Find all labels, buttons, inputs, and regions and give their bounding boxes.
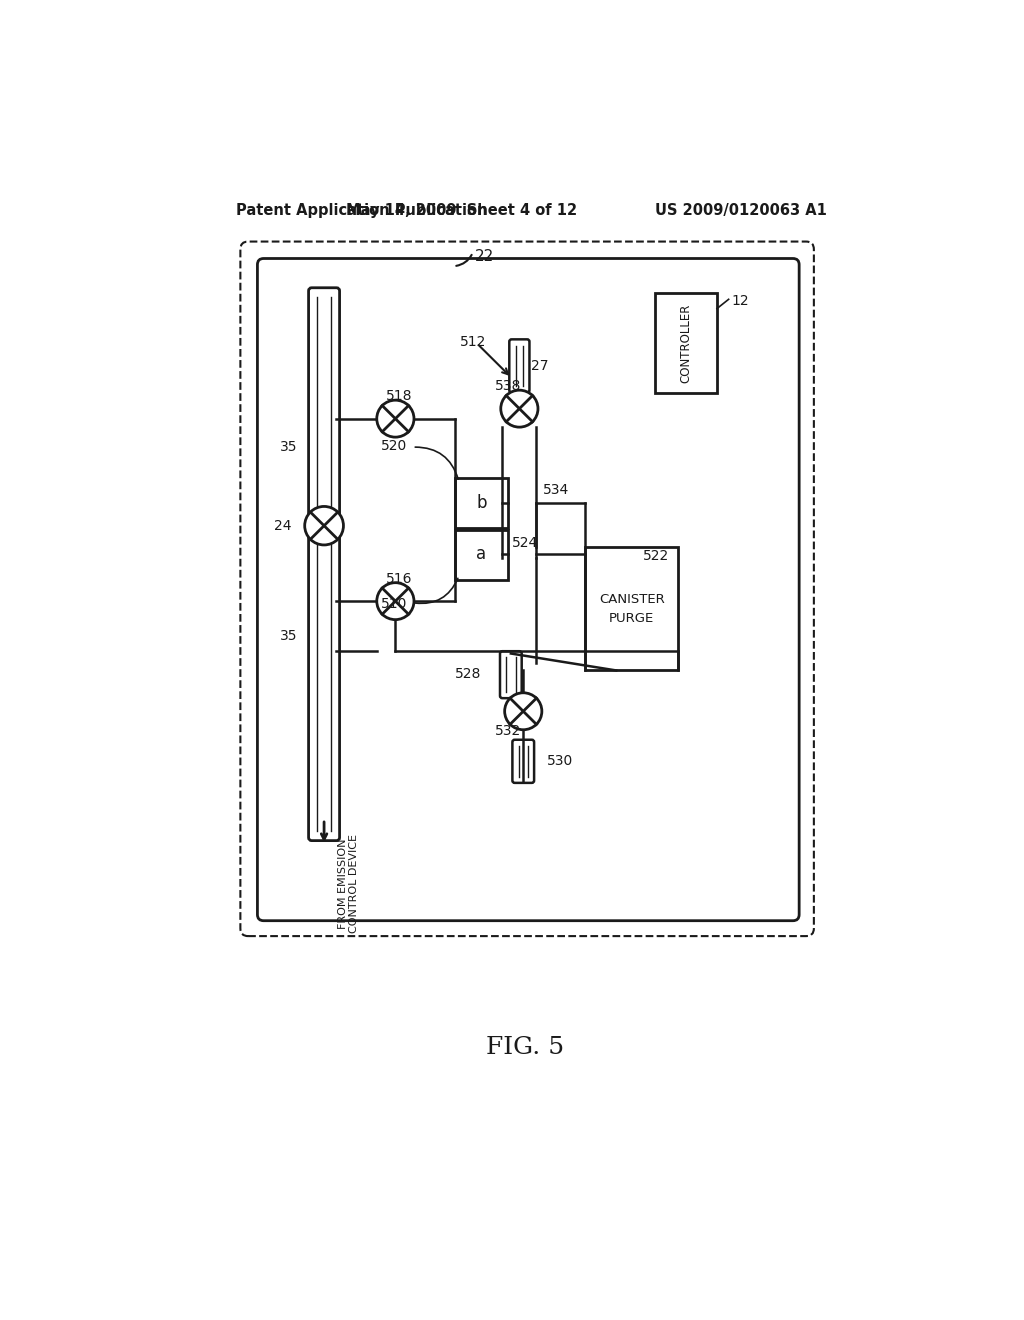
Bar [586, 548, 678, 671]
Text: 35: 35 [280, 440, 297, 454]
Text: 24: 24 [274, 519, 292, 533]
Text: a: a [476, 545, 486, 564]
Text: 512: 512 [460, 335, 486, 350]
Circle shape [505, 693, 542, 730]
Text: b: b [476, 494, 486, 512]
Circle shape [377, 400, 414, 437]
Text: 532: 532 [495, 725, 521, 738]
Text: US 2009/0120063 A1: US 2009/0120063 A1 [655, 203, 826, 218]
Text: 522: 522 [643, 549, 670, 564]
Bar [655, 293, 717, 393]
Bar [455, 529, 508, 579]
Text: 524: 524 [512, 536, 538, 549]
Text: 534: 534 [543, 483, 569, 496]
Text: 35: 35 [280, 628, 297, 643]
Bar [455, 478, 508, 528]
Text: 27: 27 [531, 359, 549, 372]
Text: CONTROLLER: CONTROLLER [680, 304, 692, 383]
Text: FIG. 5: FIG. 5 [485, 1036, 564, 1059]
FancyBboxPatch shape [500, 651, 521, 698]
Text: 528: 528 [455, 668, 481, 681]
Text: 12: 12 [731, 294, 749, 308]
Text: 520: 520 [381, 438, 407, 453]
Text: 518: 518 [386, 389, 413, 404]
Text: CONTROL DEVICE: CONTROL DEVICE [349, 834, 358, 933]
Text: PURGE: PURGE [609, 611, 654, 624]
Text: May 14, 2009  Sheet 4 of 12: May 14, 2009 Sheet 4 of 12 [346, 203, 577, 218]
Text: 22: 22 [475, 249, 495, 264]
Text: Patent Application Publication: Patent Application Publication [237, 203, 488, 218]
Circle shape [377, 582, 414, 619]
Circle shape [305, 507, 343, 545]
Text: 510: 510 [381, 597, 407, 611]
FancyBboxPatch shape [512, 739, 535, 783]
Text: 538: 538 [495, 379, 521, 393]
Text: 516: 516 [386, 572, 413, 586]
Text: 530: 530 [547, 754, 573, 768]
Text: CANISTER: CANISTER [599, 593, 665, 606]
FancyBboxPatch shape [308, 288, 340, 841]
Circle shape [501, 391, 538, 428]
Text: FROM EMISSION: FROM EMISSION [338, 838, 348, 929]
FancyBboxPatch shape [509, 339, 529, 392]
